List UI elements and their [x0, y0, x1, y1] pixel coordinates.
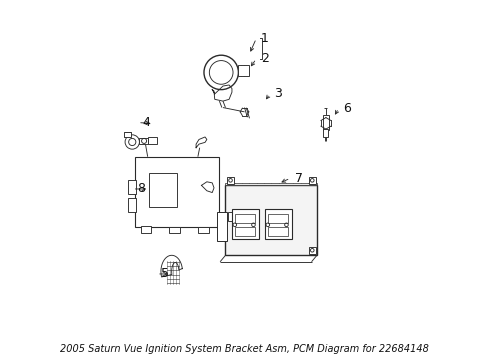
Polygon shape [196, 137, 206, 148]
Bar [225, 183, 316, 185]
Polygon shape [212, 85, 231, 101]
Bar [225, 185, 316, 255]
Text: 2: 2 [260, 52, 268, 65]
Bar [147, 137, 156, 144]
Text: 4: 4 [142, 116, 150, 129]
Text: 7: 7 [294, 172, 302, 185]
Bar [198, 226, 208, 233]
Bar [267, 214, 287, 223]
Circle shape [203, 55, 238, 90]
Bar [322, 116, 328, 130]
Bar [308, 247, 315, 253]
Bar [139, 138, 148, 144]
Bar [228, 212, 244, 221]
Text: 3: 3 [274, 87, 282, 100]
Bar [234, 226, 254, 235]
Text: 6: 6 [343, 102, 350, 115]
Bar [231, 209, 258, 239]
Bar [123, 132, 131, 137]
Bar [308, 177, 315, 184]
Polygon shape [161, 255, 182, 277]
Text: 5: 5 [161, 267, 169, 280]
Text: 2005 Saturn Vue Ignition System Bracket Asm, PCM Diagram for 22684148: 2005 Saturn Vue Ignition System Bracket … [60, 344, 428, 354]
Text: 8: 8 [137, 183, 144, 195]
Bar [234, 214, 254, 223]
Bar [264, 209, 291, 239]
Bar [267, 226, 287, 235]
Polygon shape [201, 182, 214, 193]
Circle shape [125, 135, 139, 149]
Bar [169, 226, 180, 233]
Text: 1: 1 [260, 32, 268, 45]
Bar [227, 177, 233, 184]
Bar [128, 198, 136, 212]
Bar [148, 173, 176, 207]
Bar [128, 180, 136, 194]
Bar [238, 65, 249, 76]
Bar [216, 212, 226, 241]
Circle shape [209, 60, 233, 84]
Bar [323, 129, 328, 137]
Bar [135, 157, 219, 226]
Bar [140, 226, 151, 233]
